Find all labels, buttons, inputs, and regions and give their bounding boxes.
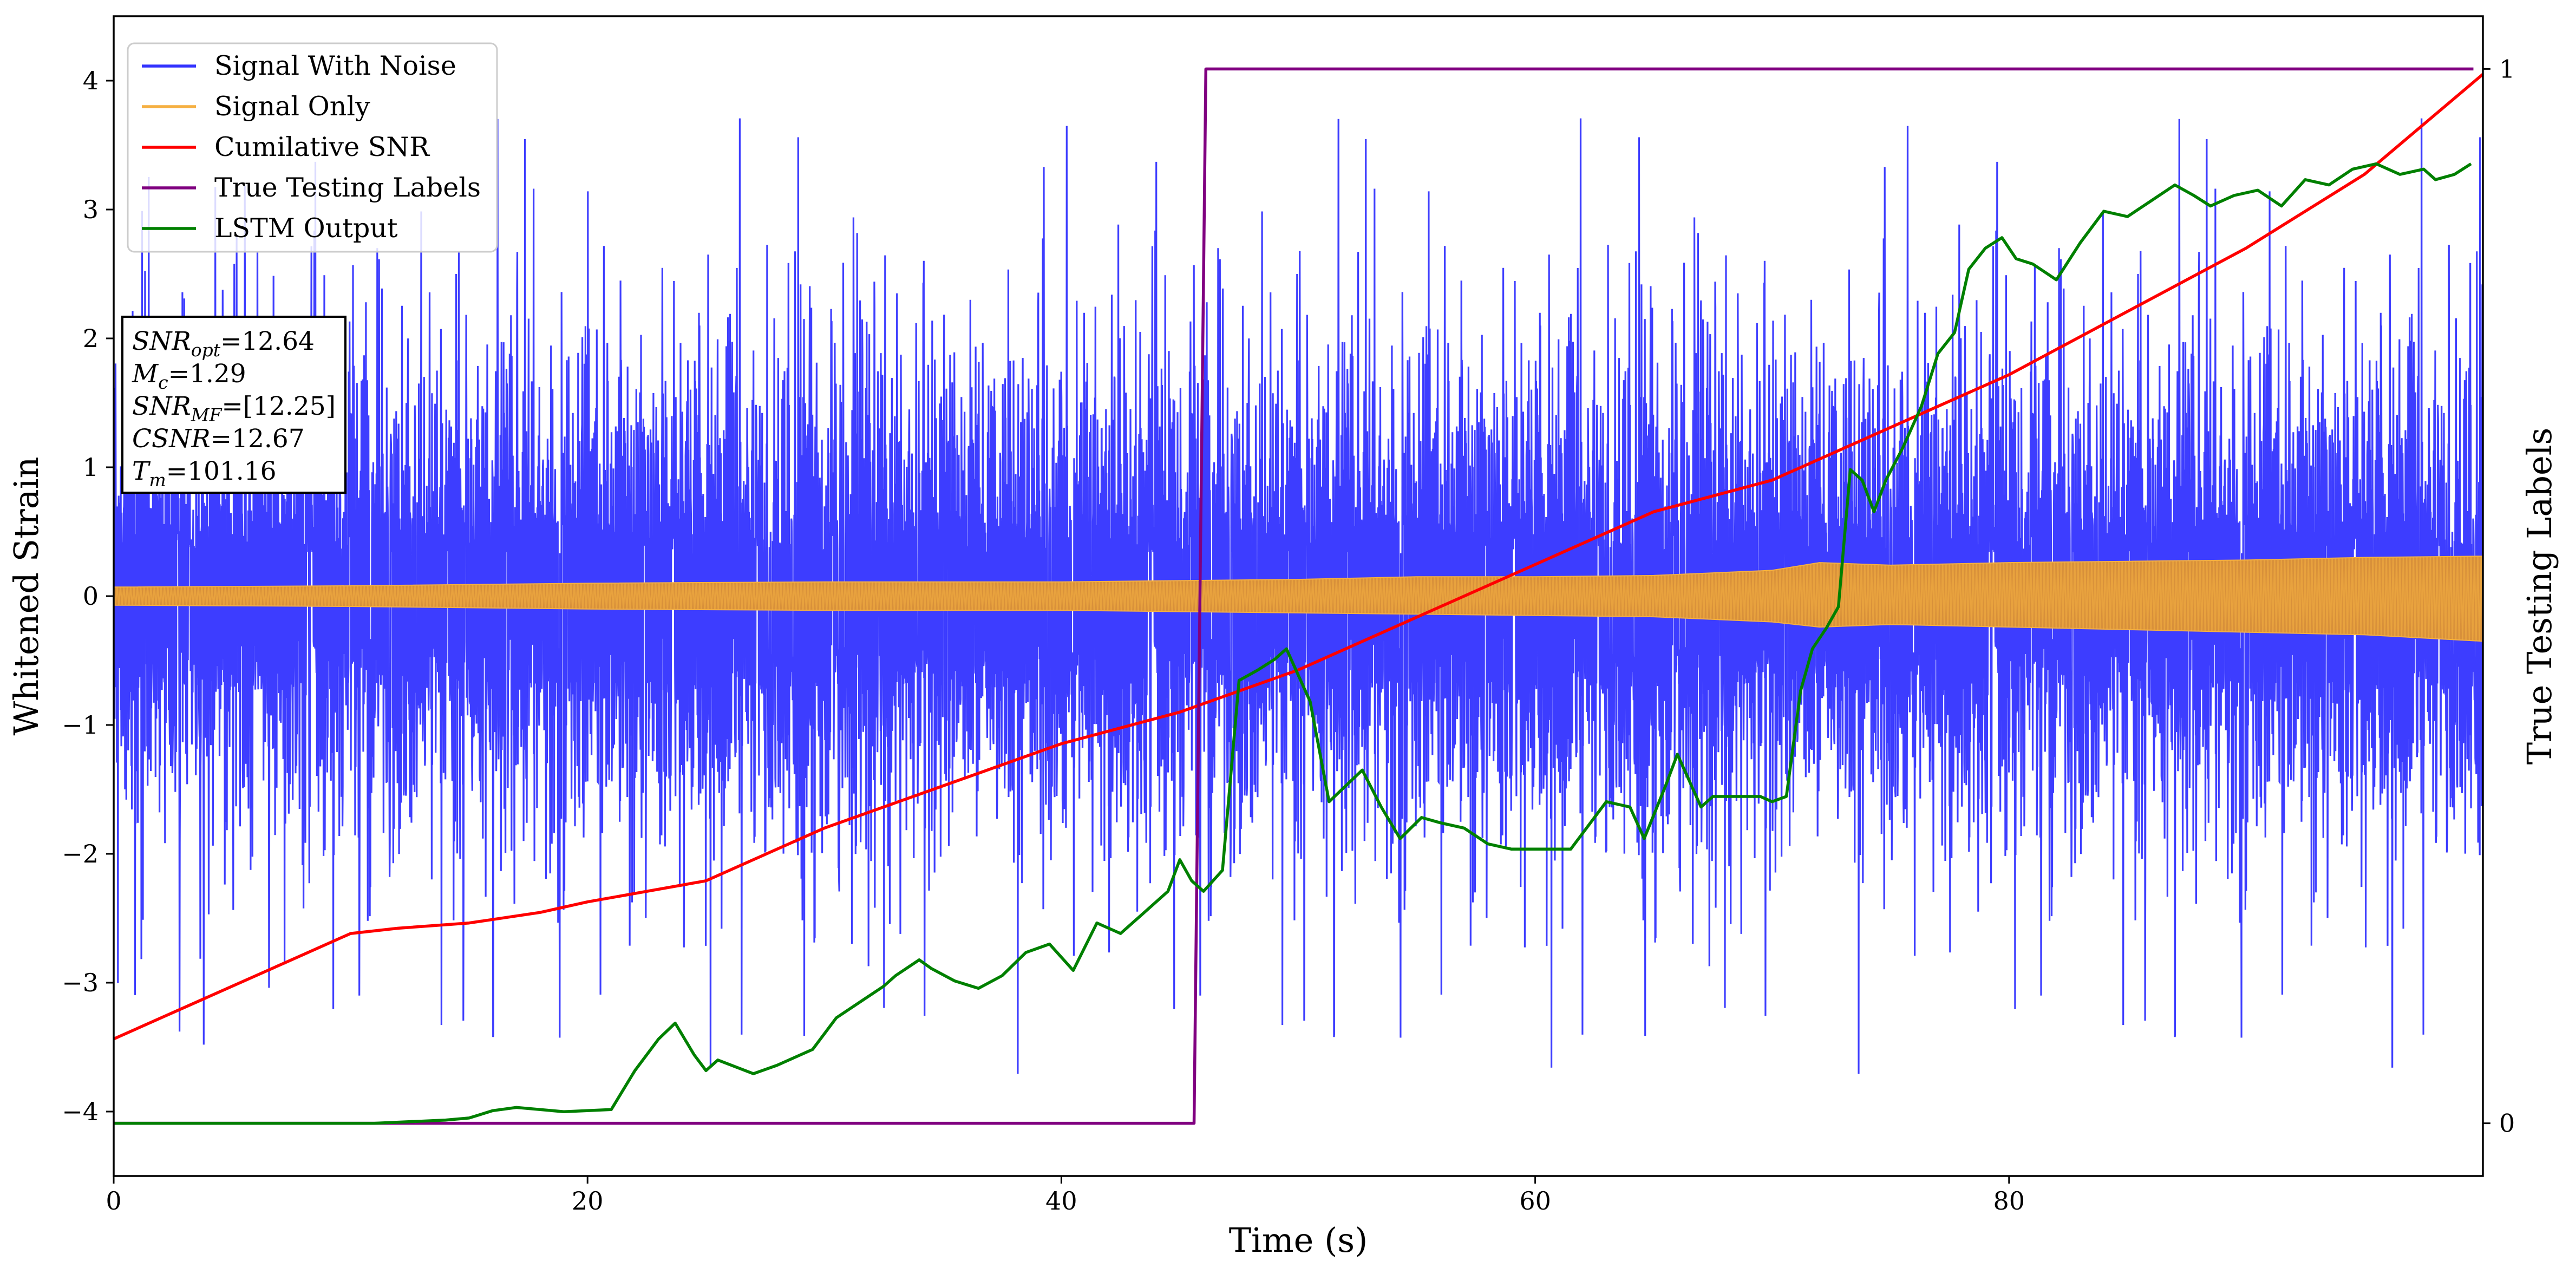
y-tick-label: 2 [83, 324, 99, 353]
x-tick-label: 80 [1993, 1186, 2025, 1216]
stats-annotation: SNRopt=12.64Mc=1.29SNRMF=[12.25]CSNR=12.… [121, 316, 346, 494]
stats-box [121, 316, 346, 494]
series-cumulative-snr [114, 73, 2483, 1041]
y-tick-label: 4 [83, 66, 99, 95]
series-signal-only-oscillation [114, 556, 2483, 642]
legend-label: Signal With Noise [214, 50, 456, 81]
y-tick-label: 1 [83, 453, 99, 482]
legend: Signal With Noise Signal Only Cumilative S… [127, 42, 498, 253]
y-tick-label: −1 [62, 710, 99, 740]
x-tick-label: 0 [106, 1186, 121, 1216]
series-signal-with-noise [114, 118, 2483, 1074]
y-tick-label: −2 [62, 839, 99, 868]
y-tick-label: −3 [62, 968, 99, 997]
y-tick-label: 0 [83, 582, 99, 611]
x-tick-label: 40 [1045, 1186, 1077, 1216]
stat-line: Mc=1.29 [132, 359, 246, 393]
legend-label: Cumilative SNR [214, 132, 430, 162]
x-axis-label: Time (s) [1229, 1220, 1368, 1260]
x-axis: 0 20 40 60 80 [106, 1176, 2025, 1216]
stat-line: CSNR=12.67 [132, 424, 305, 454]
legend-label: True Testing Labels [214, 172, 481, 203]
y-tick-label: 3 [83, 195, 99, 224]
y2-tick-label: 1 [2499, 54, 2515, 83]
stat-line: SNRopt=12.64 [132, 326, 315, 361]
y2-axis-label: True Testing Labels [2520, 428, 2559, 765]
y-tick-label: −4 [62, 1097, 99, 1126]
x-tick-label: 60 [1519, 1186, 1551, 1216]
series-lstm-output [114, 162, 2472, 1125]
legend-box [127, 42, 498, 253]
y-axis-left: −4 −3 −2 −1 0 1 2 3 4 [62, 66, 114, 1126]
legend-label: Signal Only [214, 91, 370, 122]
stat-line: Tm=101.16 [132, 456, 277, 491]
stat-line: SNRMF=[12.25] [132, 391, 336, 426]
y2-tick-label: 0 [2499, 1109, 2515, 1138]
y-axis-label: Whitened Strain [6, 457, 46, 736]
y-axis-right: 01 [2483, 54, 2515, 1138]
legend-label: LSTM Output [214, 213, 398, 244]
x-tick-label: 20 [572, 1186, 604, 1216]
plot-layer [114, 67, 2483, 1125]
series-true-testing-labels [114, 67, 2474, 1125]
